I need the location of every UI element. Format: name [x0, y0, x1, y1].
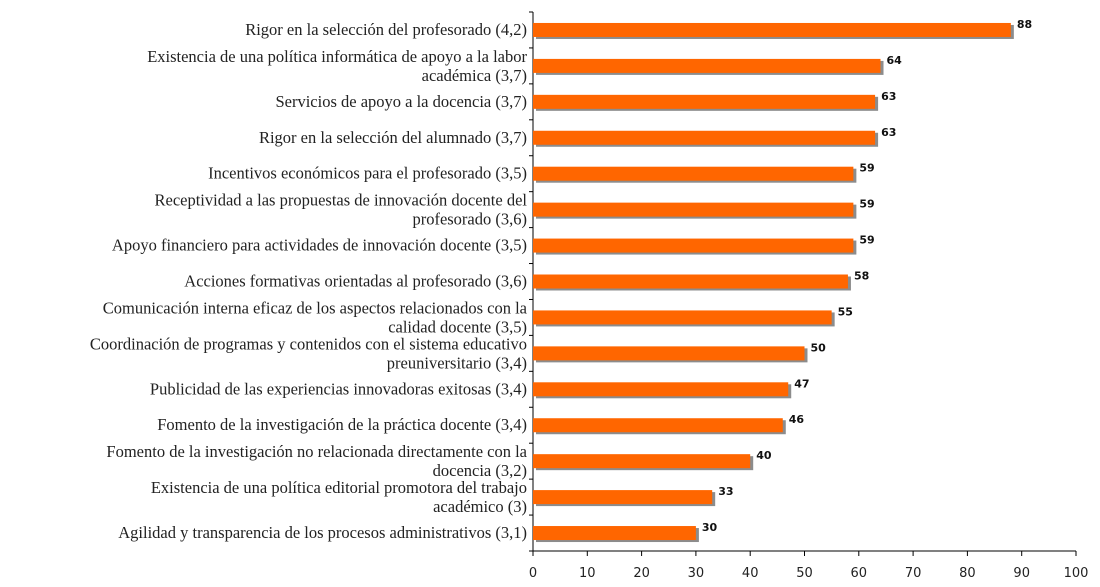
category-label-line: académico (3) — [433, 497, 527, 516]
category-label-line: Servicios de apoyo a la docencia (3,7) — [275, 92, 527, 111]
bar — [533, 22, 1011, 37]
category-label: Existencia de una política informática d… — [147, 47, 527, 85]
bar — [533, 202, 854, 217]
bar — [533, 166, 854, 181]
category-label: Acciones formativas orientadas al profes… — [184, 272, 527, 291]
x-tick-label: 100 — [1064, 566, 1089, 581]
value-label: 40 — [756, 449, 772, 462]
category-label: Agilidad y transparencia de los procesos… — [118, 523, 527, 542]
x-tick-label: 10 — [579, 566, 596, 581]
category-label: Fomento de la investigación de la prácti… — [157, 415, 527, 434]
category-label-line: Rigor en la selección del profesorado (4… — [245, 20, 527, 39]
bar — [533, 310, 832, 325]
category-label-line: Fomento de la investigación no relaciona… — [106, 442, 527, 461]
category-label-line: Publicidad de las experiencias innovador… — [150, 379, 527, 398]
value-label: 46 — [789, 413, 805, 426]
x-tick-label: 90 — [1013, 566, 1030, 581]
value-label: 33 — [718, 485, 733, 498]
value-label: 59 — [859, 234, 874, 247]
category-label-line: Apoyo financiero para actividades de inn… — [112, 236, 527, 255]
bar — [533, 382, 789, 397]
bar — [533, 238, 854, 253]
bar — [533, 58, 881, 73]
x-tick-label: 60 — [851, 566, 868, 581]
category-label-line: Receptividad a las propuestas de innovac… — [155, 191, 528, 210]
value-label: 30 — [702, 521, 718, 534]
x-tick-label: 70 — [905, 566, 922, 581]
category-label: Receptividad a las propuestas de innovac… — [155, 191, 528, 229]
category-label: Rigor en la selección del profesorado (4… — [245, 20, 527, 39]
bar — [533, 274, 848, 289]
value-label: 63 — [881, 90, 896, 103]
x-tick-label: 0 — [529, 566, 537, 581]
value-label: 88 — [1017, 18, 1032, 31]
bar — [533, 526, 696, 541]
category-label-line: profesorado (3,6) — [412, 210, 527, 229]
category-label: Fomento de la investigación no relaciona… — [106, 442, 527, 480]
category-label-line: Incentivos económicos para el profesorad… — [208, 164, 527, 183]
category-label: Incentivos económicos para el profesorad… — [208, 164, 527, 183]
x-tick-label: 50 — [796, 566, 813, 581]
bar — [533, 130, 876, 145]
category-label-line: Rigor en la selección del alumnado (3,7) — [259, 128, 527, 147]
value-label: 47 — [794, 377, 809, 390]
category-label-line: Comunicación interna eficaz de los aspec… — [103, 298, 528, 317]
category-label-line: Fomento de la investigación de la prácti… — [157, 415, 527, 434]
value-label: 64 — [887, 54, 903, 67]
bar — [533, 418, 783, 433]
x-tick-label: 80 — [959, 566, 976, 581]
category-label-line: Acciones formativas orientadas al profes… — [184, 272, 527, 291]
category-label: Existencia de una política editorial pro… — [151, 478, 527, 516]
category-label-line: Coordinación de programas y contenidos c… — [90, 334, 527, 353]
category-label: Comunicación interna eficaz de los aspec… — [103, 298, 528, 336]
bar — [533, 454, 751, 469]
value-label: 59 — [859, 162, 874, 175]
category-label-line: preuniversitario (3,4) — [387, 353, 527, 372]
category-label: Servicios de apoyo a la docencia (3,7) — [275, 92, 527, 111]
value-label: 59 — [859, 198, 874, 211]
category-label-line: Existencia de una política informática d… — [147, 47, 527, 66]
bar — [533, 94, 876, 109]
bar — [533, 490, 713, 505]
category-label-line: Agilidad y transparencia de los procesos… — [118, 523, 527, 542]
x-tick-label: 40 — [742, 566, 759, 581]
value-label: 58 — [854, 270, 869, 283]
value-label: 50 — [811, 341, 827, 354]
category-label: Coordinación de programas y contenidos c… — [90, 334, 527, 372]
category-label: Rigor en la selección del alumnado (3,7) — [259, 128, 527, 147]
category-label: Apoyo financiero para actividades de inn… — [112, 236, 527, 255]
x-tick-label: 30 — [688, 566, 705, 581]
value-label: 55 — [838, 305, 853, 318]
category-label: Publicidad de las experiencias innovador… — [150, 379, 527, 398]
value-label: 63 — [881, 126, 896, 139]
category-label-line: calidad docente (3,5) — [388, 317, 527, 336]
category-label-line: académica (3,7) — [422, 66, 527, 85]
x-tick-label: 20 — [633, 566, 650, 581]
category-label-line: Existencia de una política editorial pro… — [151, 478, 527, 497]
category-label-line: docencia (3,2) — [433, 461, 527, 480]
bar — [533, 346, 805, 361]
